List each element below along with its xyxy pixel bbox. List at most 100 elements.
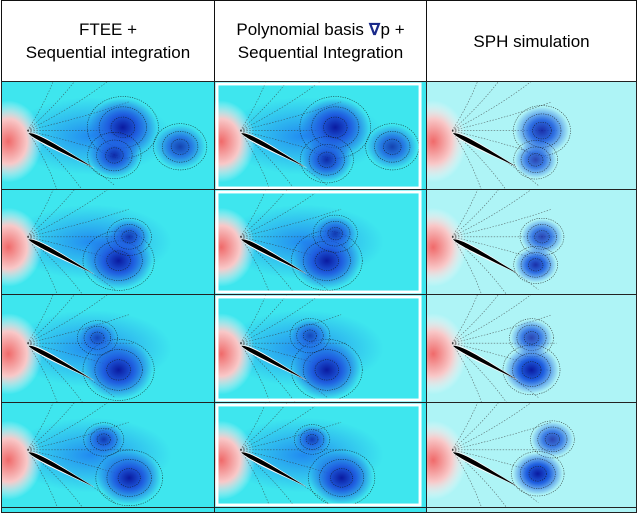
airfoil-body — [241, 345, 306, 380]
pressure-field-sph-row-3 — [426, 294, 637, 403]
contour-line — [240, 295, 320, 344]
airfoil — [452, 451, 519, 487]
vortex-contour — [305, 434, 319, 445]
contour-line — [27, 190, 108, 238]
vortex-contour — [294, 424, 331, 455]
airfoil — [452, 238, 519, 274]
contour-line — [240, 190, 320, 238]
contour-line — [240, 208, 342, 238]
contour-line — [27, 449, 58, 507]
high-pressure-region — [2, 420, 43, 500]
vortex-contour — [534, 230, 550, 244]
contour-line — [451, 82, 531, 131]
vortex-contour — [170, 138, 190, 155]
airfoil-body — [28, 452, 94, 487]
vortex-contour — [299, 96, 372, 159]
high-pressure-region — [215, 420, 256, 500]
contour-plot — [215, 82, 426, 190]
contour-plot — [2, 403, 214, 507]
header-polynomial: Polynomial basis ∇p + Sequential Integra… — [214, 0, 427, 82]
contour-plot — [427, 82, 636, 190]
contour-line — [240, 82, 320, 131]
airfoil-body — [452, 133, 517, 167]
contour-line — [452, 314, 553, 344]
contour-plot — [2, 190, 214, 294]
contour-line — [451, 295, 478, 344]
contour-line — [452, 449, 553, 478]
vortex-contour — [105, 147, 124, 164]
vortex-contour — [520, 252, 551, 278]
vortex-contour — [314, 359, 339, 381]
contour-line — [452, 421, 553, 451]
pressure-field-ftee-row-2 — [1, 189, 215, 295]
contour-line — [451, 190, 478, 237]
header-sph-line1: SPH simulation — [473, 31, 590, 51]
vortex-contour — [383, 138, 402, 155]
pressure-field-polynomial-row-2 — [214, 189, 427, 295]
vortex-contour — [296, 323, 324, 348]
vortex-contour — [106, 359, 131, 381]
contour-line — [240, 130, 296, 190]
contour-line — [451, 342, 482, 402]
pressure-field-ftee-row-1 — [1, 81, 215, 191]
airfoil — [27, 345, 95, 381]
vortex-contour — [106, 459, 152, 497]
vortex-contour — [511, 451, 565, 497]
vortex-contour — [303, 329, 317, 342]
vortex-contour — [90, 331, 105, 344]
contour-line — [452, 130, 553, 160]
contour-line — [240, 236, 271, 294]
contour-line — [452, 101, 553, 131]
contour-line — [27, 82, 54, 131]
pressure-field-polynomial-row-4 — [214, 402, 427, 508]
header-ftee-line2: Sequential integration — [25, 43, 191, 62]
pressure-field-polynomial-row-5 — [214, 507, 427, 513]
vortex-contour — [528, 466, 547, 482]
contour-line — [27, 208, 129, 238]
contour-line — [451, 403, 531, 451]
high-pressure-region — [427, 313, 467, 395]
airfoil-body — [28, 345, 94, 380]
header-ftee: FTEE + Sequential integration — [1, 0, 215, 82]
pressure-field-polynomial-row-3 — [214, 294, 427, 403]
airfoil — [27, 451, 95, 488]
contour-line — [27, 82, 108, 131]
high-pressure-region — [2, 313, 43, 395]
airfoil — [240, 451, 308, 488]
plot-frame — [215, 295, 422, 402]
contour-line — [240, 190, 267, 237]
contour-plot — [215, 190, 426, 294]
airfoil-body — [241, 133, 306, 168]
header-ftee-line1: FTEE + — [78, 20, 138, 39]
plot-frame — [215, 403, 422, 507]
vortex-contour — [319, 459, 365, 497]
contour-plot — [2, 508, 214, 512]
pressure-field-sph-row-5 — [426, 507, 637, 513]
contour-line — [451, 130, 482, 190]
contour-line — [451, 82, 499, 131]
contour-line — [451, 190, 531, 238]
vortex-contour — [299, 136, 354, 184]
contour-line — [240, 342, 296, 402]
contour-plot — [215, 295, 426, 402]
airfoil-body — [452, 452, 517, 486]
contour-line — [240, 449, 342, 478]
high-pressure-region — [215, 313, 256, 395]
high-pressure-region — [2, 207, 43, 287]
high-pressure-region — [427, 420, 467, 500]
airfoil-body — [241, 239, 306, 274]
airfoil — [27, 238, 95, 275]
vortex-contour — [106, 217, 152, 256]
contour-plot — [2, 295, 214, 402]
contour-plot — [215, 508, 426, 512]
contour-plot — [427, 403, 636, 507]
header-polynomial-text-post: p + — [380, 20, 405, 39]
pressure-field-sph-row-2 — [426, 189, 637, 295]
high-pressure-region — [2, 100, 43, 183]
header-polynomial-line2: Sequential Integration — [237, 43, 404, 62]
contour-line — [240, 295, 288, 344]
high-pressure-region — [427, 207, 467, 287]
contour-line — [27, 130, 58, 190]
contour-line — [27, 342, 58, 402]
